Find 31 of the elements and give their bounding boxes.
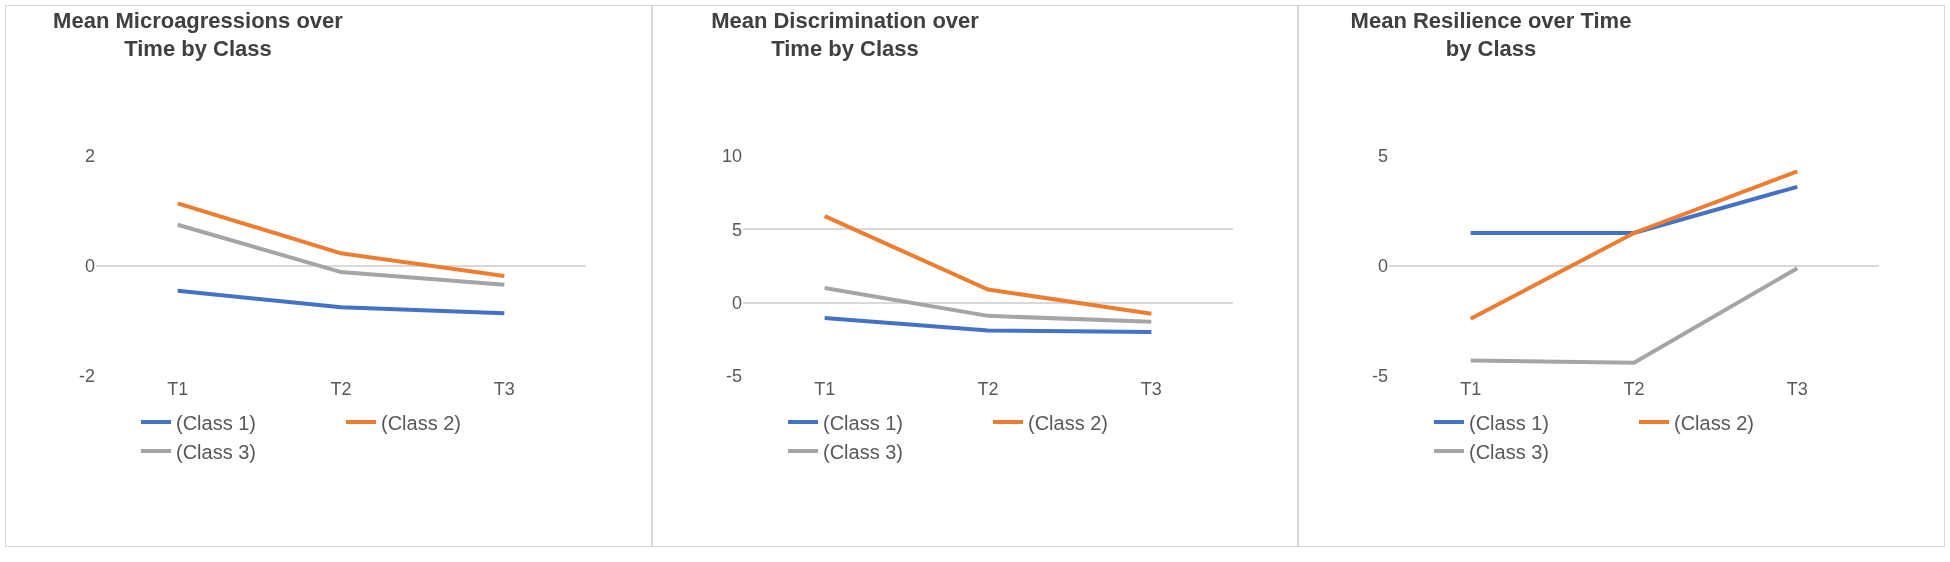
y-tick-label: 0 xyxy=(84,256,95,277)
legend-label: (Class 3) xyxy=(176,440,257,463)
y-tick-label: 5 xyxy=(1378,146,1389,167)
y-tick-label: 0 xyxy=(731,292,742,313)
x-tick-label: T2 xyxy=(977,379,999,399)
legend-label: (Class 1) xyxy=(822,411,903,434)
legend-label: (Class 1) xyxy=(1469,411,1550,434)
legend-label: (Class 3) xyxy=(822,440,903,463)
x-tick-label: T3 xyxy=(493,379,515,399)
legend-label: (Class 2) xyxy=(381,411,462,434)
y-tick-label: 5 xyxy=(731,219,742,240)
y-tick-label: -5 xyxy=(1372,366,1389,387)
legend-label: (Class 2) xyxy=(1027,411,1108,434)
chart-title: Mean Discrimination over Time by Class xyxy=(710,7,979,62)
y-tick-label: 0 xyxy=(1378,256,1389,277)
x-tick-label: T3 xyxy=(1787,379,1809,399)
x-tick-label: T1 xyxy=(167,379,189,399)
y-tick-label: 10 xyxy=(721,146,742,167)
chart-title: Mean Resilience over Time by Class xyxy=(1350,7,1632,62)
y-tick-label: 2 xyxy=(84,146,95,167)
y-tick-label: -2 xyxy=(78,366,95,387)
legend-label: (Class 2) xyxy=(1674,411,1755,434)
x-tick-label: T3 xyxy=(1140,379,1162,399)
x-tick-label: T1 xyxy=(1460,379,1482,399)
x-tick-label: T2 xyxy=(1623,379,1645,399)
y-tick-label: -5 xyxy=(725,366,742,387)
x-tick-label: T2 xyxy=(330,379,352,399)
legend-label: (Class 3) xyxy=(1469,440,1550,463)
legend-label: (Class 1) xyxy=(176,411,257,434)
chart-title: Mean Microagressions over Time by Class xyxy=(53,7,344,62)
x-tick-label: T1 xyxy=(813,379,835,399)
